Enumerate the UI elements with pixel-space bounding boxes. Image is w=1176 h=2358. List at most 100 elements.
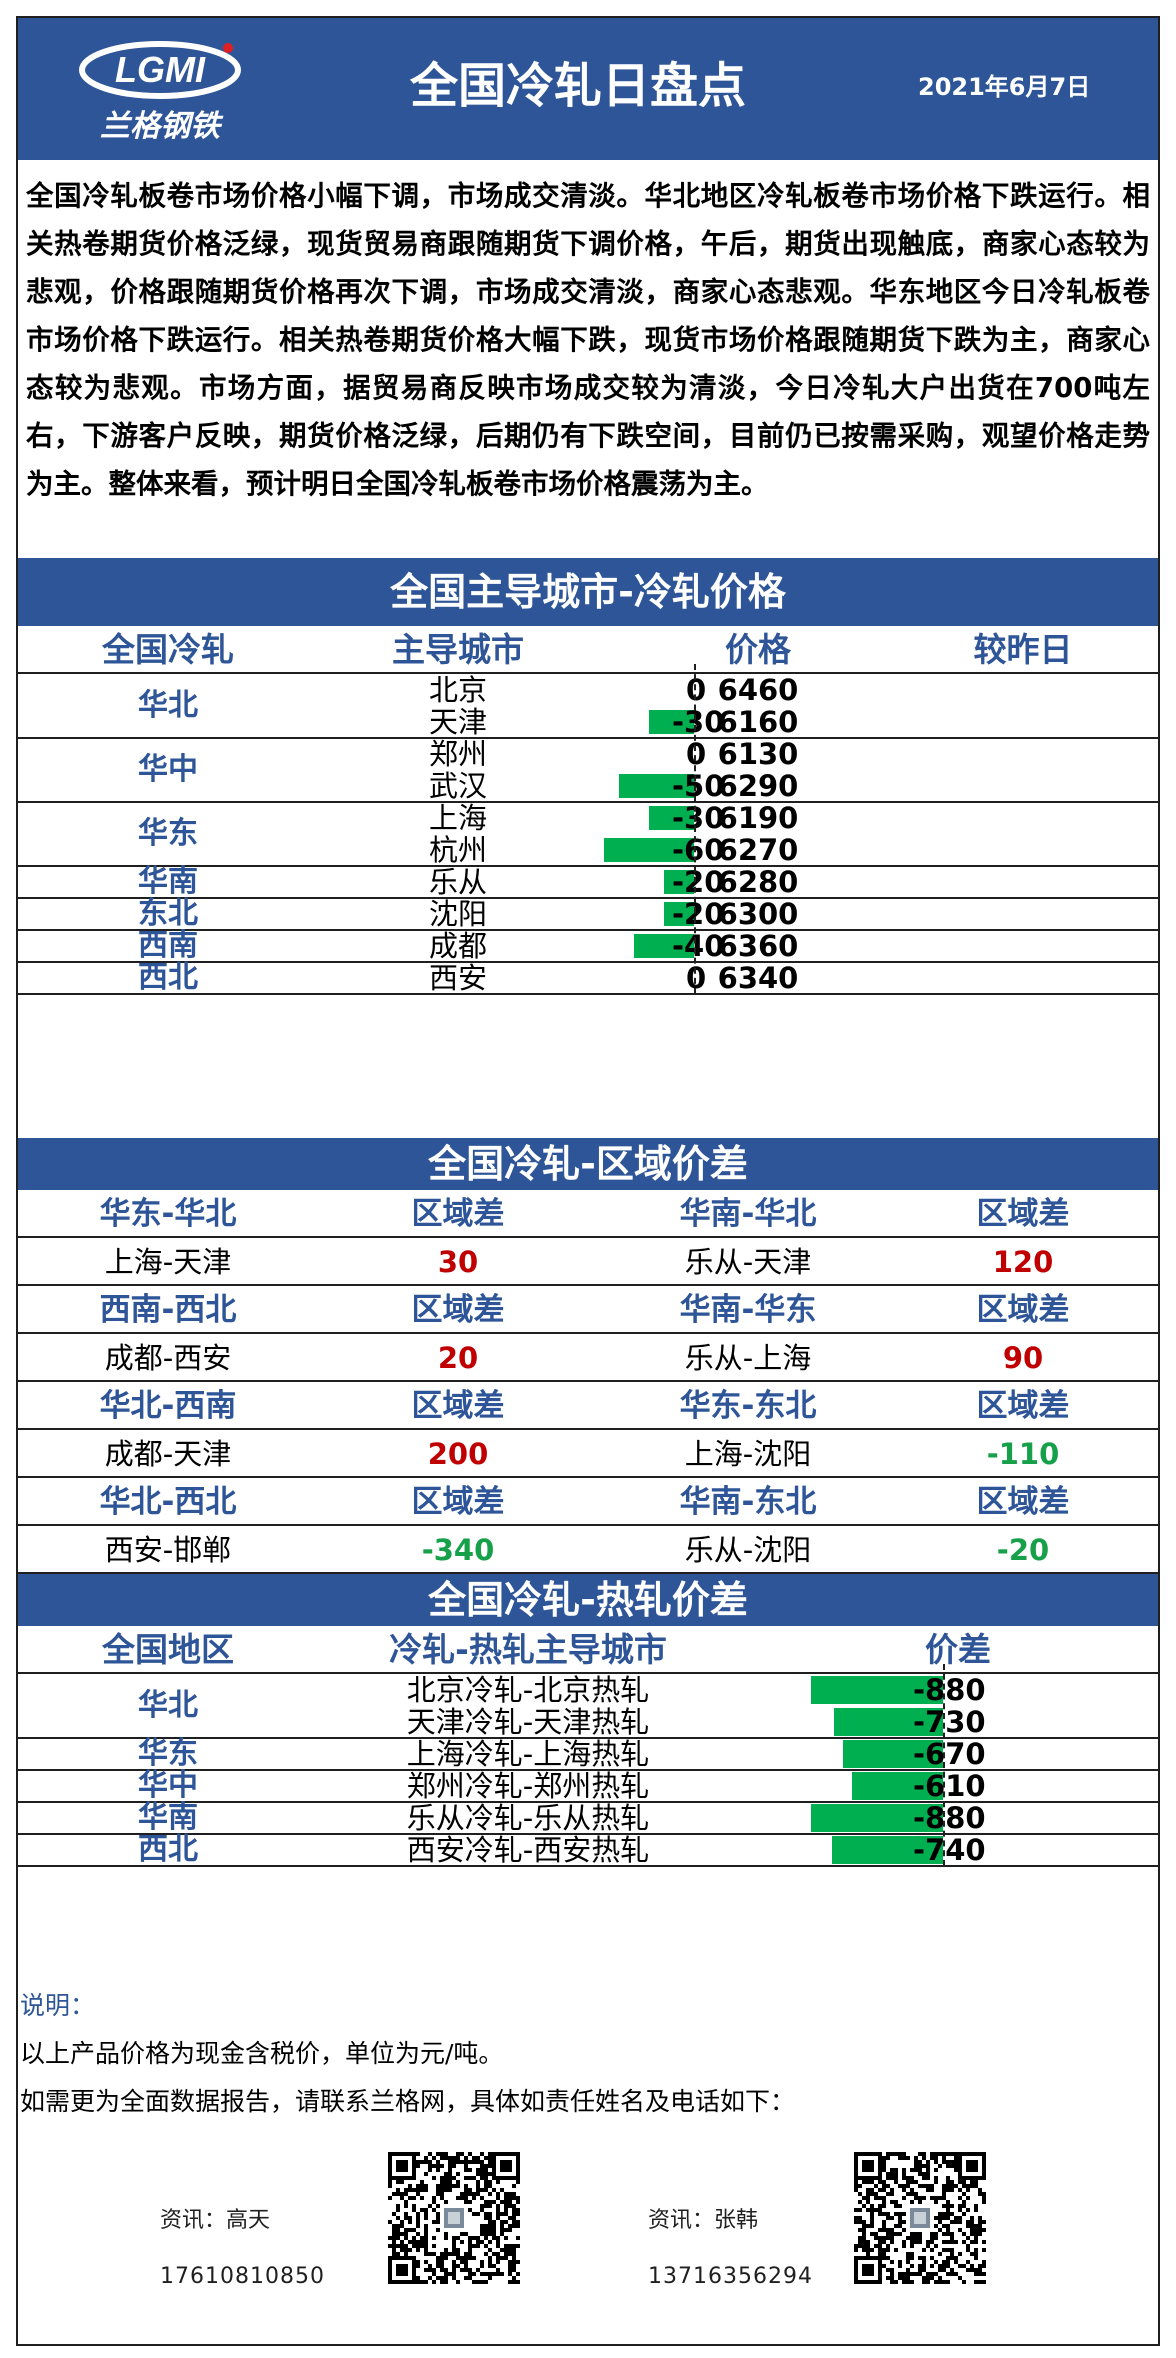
change-bar xyxy=(664,902,694,926)
region-label: 西北 xyxy=(138,960,198,995)
contact-1-name: 资讯：高天 xyxy=(160,2208,271,2233)
row-divider xyxy=(18,929,1158,931)
qr-code-2-icon xyxy=(854,2152,986,2284)
spread-value: 20 xyxy=(437,1341,479,1375)
header-change: 较昨日 xyxy=(973,630,1073,669)
spread-col-label: 区域差 xyxy=(976,1388,1070,1424)
pair-name: 西安冷轧-西安热轧 xyxy=(406,1833,650,1867)
notes-block: 说明： 以上产品价格为现金含税价，单位为元/吨。 如需更为全面数据报告，请联系兰… xyxy=(18,1988,1158,2124)
pair-name: 天津冷轧-天津热轧 xyxy=(406,1705,650,1739)
city-name: 郑州 xyxy=(428,737,487,771)
spread-pair-label: 华南-华北 xyxy=(679,1196,817,1232)
spread-value: -740 xyxy=(913,1833,986,1867)
area-label: 华中 xyxy=(138,1768,198,1803)
change-bar xyxy=(649,806,694,830)
change-bar xyxy=(649,710,694,734)
row-divider xyxy=(18,1428,1158,1430)
header-pair: 冷轧-热轧主导城市 xyxy=(389,1630,667,1669)
row-divider xyxy=(18,1332,1158,1334)
change-value: 0 xyxy=(686,961,707,995)
spread-pair-label: 华东-东北 xyxy=(679,1388,817,1424)
city-name: 沈阳 xyxy=(428,897,487,931)
notes-line-1: 以上产品价格为现金含税价，单位为元/吨。 xyxy=(20,2039,504,2068)
spread-cities: 西安-邯郸 xyxy=(104,1533,232,1567)
spread-col-label: 区域差 xyxy=(411,1388,505,1424)
city-name: 杭州 xyxy=(428,833,487,867)
city-name: 上海 xyxy=(428,801,487,835)
spread-pair-label: 华南-东北 xyxy=(679,1484,817,1520)
row-divider xyxy=(18,1572,1158,1574)
city-name: 天津 xyxy=(428,705,487,739)
logo-text: LGMI xyxy=(115,49,206,90)
spread-pair-label: 华东-华北 xyxy=(99,1196,237,1232)
pair-name: 上海冷轧-上海热轧 xyxy=(406,1737,650,1771)
row-divider xyxy=(18,737,1158,739)
row-divider xyxy=(18,961,1158,963)
spread-value: -880 xyxy=(913,1801,986,1835)
header-city: 主导城市 xyxy=(392,630,524,669)
row-divider xyxy=(18,1524,1158,1526)
contact-1-phone: 17610810850 xyxy=(160,2264,325,2289)
spread-cities: 乐从-沈阳 xyxy=(684,1533,812,1567)
row-divider xyxy=(18,1737,1158,1739)
spread-value: -670 xyxy=(913,1737,986,1771)
spread-cities: 成都-天津 xyxy=(104,1437,232,1471)
spread-cities: 乐从-上海 xyxy=(684,1341,812,1375)
row-divider xyxy=(18,897,1158,899)
change-bar xyxy=(619,774,694,798)
city-price: 6360 xyxy=(717,929,799,963)
city-name: 北京 xyxy=(428,673,487,707)
spread-col-label: 区域差 xyxy=(976,1196,1070,1232)
row-divider xyxy=(18,865,1158,867)
row-divider xyxy=(18,1476,1158,1478)
spread-cities: 上海-天津 xyxy=(104,1245,232,1279)
spread-value: -880 xyxy=(913,1673,986,1707)
cold-hot-banner: 全国冷轧-热轧价差 xyxy=(18,1574,1158,1626)
zero-axis xyxy=(943,1664,945,1866)
logo-cn-text: 兰格钢铁 xyxy=(100,109,224,144)
spread-value: 200 xyxy=(427,1437,489,1471)
city-name: 乐从 xyxy=(428,865,487,899)
change-value: 0 xyxy=(686,737,707,771)
spread-cities: 成都-西安 xyxy=(104,1341,232,1375)
spread-value: -110 xyxy=(986,1437,1060,1471)
spread-col-label: 区域差 xyxy=(976,1484,1070,1520)
header-price: 价格 xyxy=(725,630,791,669)
header-area: 全国地区 xyxy=(102,1630,234,1669)
city-price: 6130 xyxy=(717,737,799,771)
area-label: 华北 xyxy=(138,1688,198,1723)
market-summary: 全国冷轧板卷市场价格小幅下调，市场成交清淡。华北地区冷轧板卷市场价格下跌运行。相… xyxy=(26,180,1150,500)
region-label: 华中 xyxy=(138,752,198,787)
page-title: 全国冷轧日盘点 xyxy=(409,58,746,114)
row-divider xyxy=(18,1769,1158,1771)
spread-value: 30 xyxy=(437,1245,479,1279)
city-name: 武汉 xyxy=(428,769,487,803)
spread-col-label: 区域差 xyxy=(411,1196,505,1232)
spread-value: -730 xyxy=(913,1705,986,1739)
notes-line-2: 如需更为全面数据报告，请联系兰格网，具体如责任姓名及电话如下： xyxy=(20,2087,796,2116)
region-label: 华北 xyxy=(138,688,198,723)
spread-col-label: 区域差 xyxy=(411,1484,505,1520)
spread-value: 90 xyxy=(1002,1341,1044,1375)
pair-name: 郑州冷轧-郑州热轧 xyxy=(406,1769,650,1803)
change-value: -20 xyxy=(672,897,725,931)
spread-value: 120 xyxy=(992,1245,1054,1279)
area-label: 西北 xyxy=(138,1832,198,1867)
pair-name: 乐从冷轧-乐从热轧 xyxy=(406,1801,650,1835)
area-label: 华南 xyxy=(138,1800,198,1835)
row-divider xyxy=(18,1236,1158,1238)
report-frame: LGMI 兰格钢铁 全国冷轧日盘点 2021年6月7日 全国冷轧板卷市场价格小幅… xyxy=(16,16,1160,2346)
spread-value: -20 xyxy=(996,1533,1050,1567)
row-divider xyxy=(18,1801,1158,1803)
spread-col-label: 区域差 xyxy=(411,1292,505,1328)
city-name: 西安 xyxy=(428,961,487,995)
city-name: 成都 xyxy=(428,929,487,963)
region-label: 东北 xyxy=(138,896,198,931)
row-divider xyxy=(18,672,1158,674)
spread-bar xyxy=(832,1836,943,1864)
row-divider xyxy=(18,1284,1158,1286)
change-bar xyxy=(604,838,694,862)
change-value: -20 xyxy=(672,865,725,899)
city-prices-header: 全国冷轧 主导城市 价格 较昨日 xyxy=(18,626,1158,674)
spread-value: -340 xyxy=(421,1533,495,1567)
